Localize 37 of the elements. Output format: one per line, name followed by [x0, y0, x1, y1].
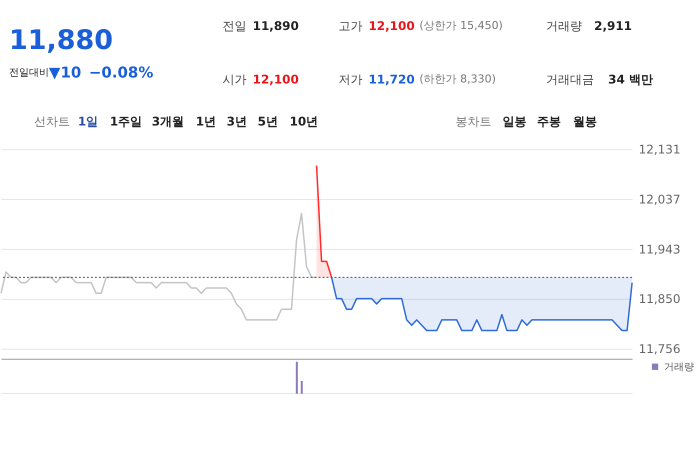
text: 10년 [290, 114, 318, 128]
text: 1일 [78, 114, 98, 128]
y-tick-label: 11,943 [638, 242, 680, 257]
text: 선차트 [34, 114, 70, 128]
text: 5년 [258, 114, 278, 128]
text: ▼10 [48, 64, 82, 82]
text: 1년 [196, 114, 216, 128]
text: 12,100 [252, 72, 299, 86]
text: 일봉 [502, 114, 526, 128]
y-tick-label: 12,131 [638, 142, 680, 157]
text: 1주일 [110, 114, 142, 128]
text: 34 백만 [608, 72, 653, 86]
text: 봉차트 [455, 114, 492, 128]
text: 전일 [222, 18, 247, 33]
text: 거래량 [546, 18, 582, 33]
text: (하한가 8,330) [419, 72, 496, 86]
text: 11,880 [8, 25, 114, 56]
text: −0.08% [88, 64, 154, 82]
y-tick-label: 11,850 [638, 292, 680, 306]
text: 3년 [226, 114, 248, 128]
text: 월봉 [573, 114, 598, 128]
line-series [0, 212, 318, 321]
legend-label: 거래량 [664, 362, 694, 373]
text: 11,890 [252, 18, 299, 33]
text: 3개월 [152, 114, 184, 128]
text: 시가 [222, 72, 247, 86]
text: 거래대금 [546, 72, 594, 86]
text: 11,720 [368, 72, 415, 86]
text: 전일대비 [8, 68, 49, 79]
y-tick-label: 11,756 [638, 342, 680, 356]
text: 주봉 [537, 114, 562, 128]
text: 2,911 [594, 18, 632, 33]
text: 12,100 [368, 18, 415, 33]
y-tick-label: 12,037 [638, 192, 680, 207]
text: 고가 [338, 18, 363, 33]
text: 저가 [338, 72, 363, 86]
text: (상한가 15,450) [419, 18, 503, 32]
